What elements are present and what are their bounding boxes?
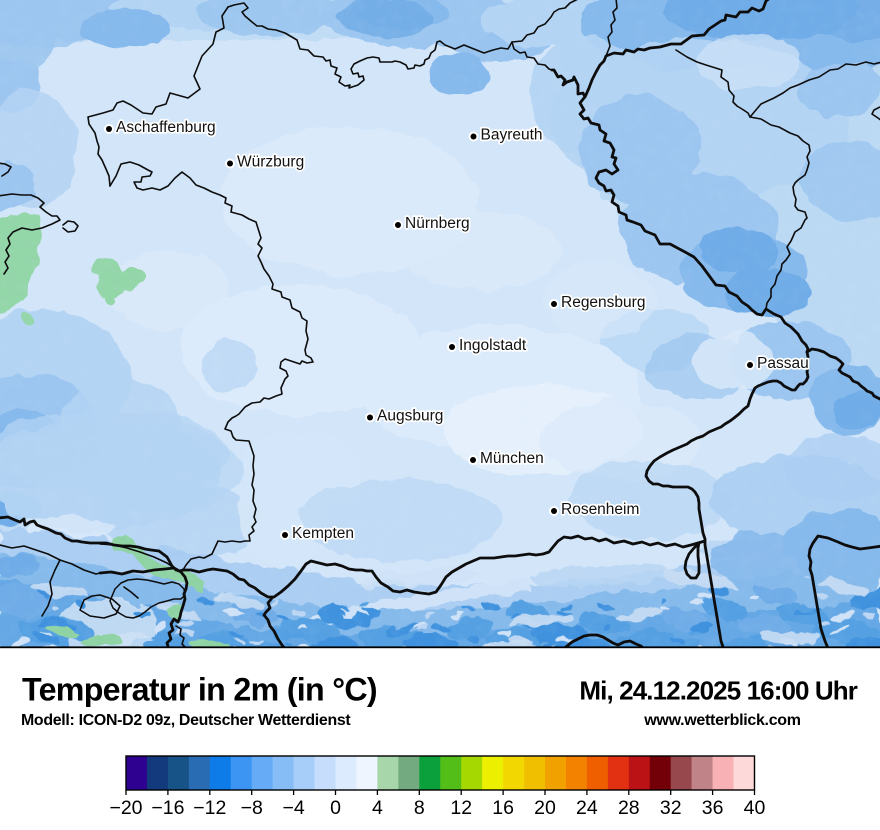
svg-text:Mi, 24.12.2025 16:00 Uhr: Mi, 24.12.2025 16:00 Uhr bbox=[579, 676, 857, 706]
svg-text:12: 12 bbox=[450, 797, 472, 819]
svg-text:Bayreuth: Bayreuth bbox=[481, 127, 543, 144]
svg-text:16: 16 bbox=[492, 797, 514, 819]
svg-text:Nürnberg: Nürnberg bbox=[405, 215, 470, 232]
svg-text:Aschaffenburg: Aschaffenburg bbox=[116, 119, 216, 136]
svg-text:Regensburg: Regensburg bbox=[561, 294, 645, 311]
svg-text:−16: −16 bbox=[151, 797, 184, 819]
svg-text:Kempten: Kempten bbox=[292, 525, 354, 542]
svg-text:20: 20 bbox=[534, 797, 556, 819]
svg-text:München: München bbox=[480, 450, 544, 467]
svg-text:www.wetterblick.com: www.wetterblick.com bbox=[643, 712, 800, 729]
svg-text:Modell: ICON-D2 09z, Deutscher: Modell: ICON-D2 09z, Deutscher Wetterdie… bbox=[21, 712, 351, 729]
svg-text:Passau: Passau bbox=[757, 355, 809, 372]
svg-text:Temperatur in 2m (in °C): Temperatur in 2m (in °C) bbox=[22, 672, 377, 708]
svg-text:Rosenheim: Rosenheim bbox=[561, 501, 639, 518]
svg-text:32: 32 bbox=[660, 797, 682, 819]
svg-text:28: 28 bbox=[618, 797, 640, 819]
svg-text:Würzburg: Würzburg bbox=[237, 154, 304, 171]
svg-text:36: 36 bbox=[702, 797, 724, 819]
svg-text:−8: −8 bbox=[241, 797, 263, 819]
svg-text:−12: −12 bbox=[193, 797, 226, 819]
svg-text:−4: −4 bbox=[282, 797, 304, 819]
svg-text:0: 0 bbox=[330, 797, 341, 819]
svg-text:24: 24 bbox=[576, 797, 598, 819]
svg-text:Augsburg: Augsburg bbox=[377, 408, 443, 425]
svg-text:−20: −20 bbox=[109, 797, 142, 819]
svg-text:8: 8 bbox=[414, 797, 425, 819]
svg-text:40: 40 bbox=[744, 797, 766, 819]
svg-text:4: 4 bbox=[372, 797, 383, 819]
svg-text:Ingolstadt: Ingolstadt bbox=[459, 337, 527, 354]
